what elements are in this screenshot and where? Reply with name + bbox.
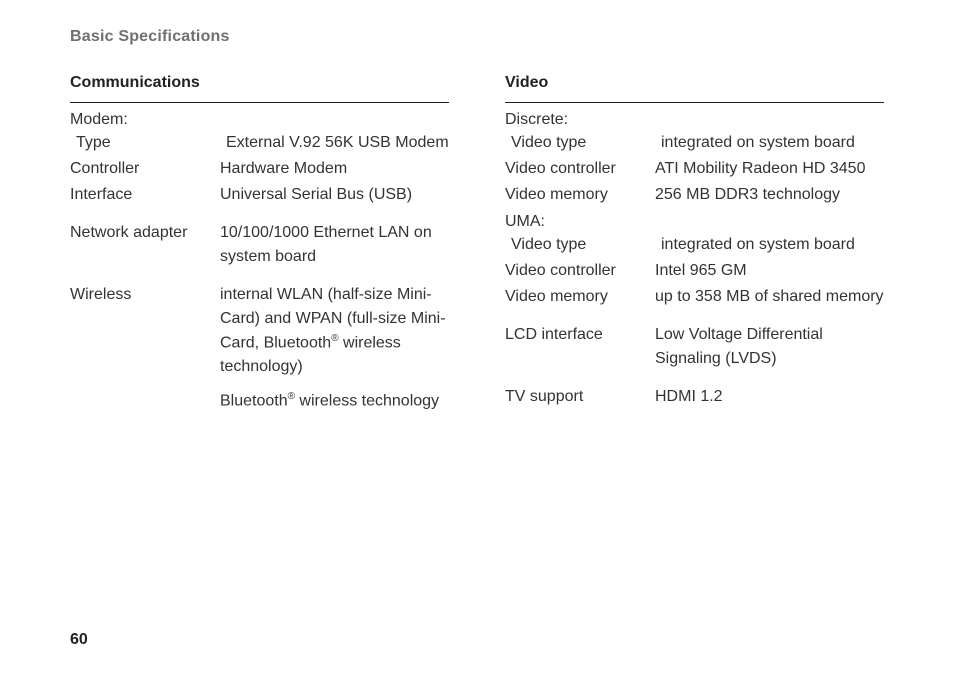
- discrete-controller-label: Video controller: [505, 157, 655, 181]
- modem-type-row: Type External V.92 56K USB Modem: [70, 131, 449, 155]
- tv-support-value: HDMI 1.2: [655, 385, 884, 409]
- uma-memory-value: up to 358 MB of shared memory: [655, 285, 884, 309]
- uma-memory-row: Video memory up to 358 MB of shared memo…: [505, 285, 884, 309]
- tv-support-label: TV support: [505, 385, 655, 409]
- discrete-memory-value: 256 MB DDR3 technology: [655, 183, 884, 207]
- wireless-value: internal WLAN (half-size Mini-Card) and …: [220, 283, 449, 379]
- modem-controller-label: Controller: [70, 157, 220, 181]
- modem-controller-row: Controller Hardware Modem: [70, 157, 449, 181]
- modem-interface-label: Interface: [70, 183, 220, 207]
- modem-interface-value: Universal Serial Bus (USB): [220, 183, 449, 207]
- wireless-row: Wireless internal WLAN (half-size Mini-C…: [70, 283, 449, 379]
- discrete-group-label: Discrete:: [505, 111, 884, 129]
- video-column: Video Discrete: Video type integrated on…: [505, 74, 884, 414]
- modem-interface-row: Interface Universal Serial Bus (USB): [70, 183, 449, 207]
- wireless-value-2: Bluetooth® wireless technology: [220, 389, 449, 413]
- page-number: 60: [70, 631, 88, 649]
- uma-controller-row: Video controller Intel 965 GM: [505, 259, 884, 283]
- network-adapter-row: Network adapter 10/100/1000 Ethernet LAN…: [70, 221, 449, 269]
- discrete-memory-label: Video memory: [505, 183, 655, 207]
- modem-type-value: External V.92 56K USB Modem: [226, 131, 449, 155]
- uma-group-label: UMA:: [505, 213, 884, 231]
- video-header: Video: [505, 74, 884, 103]
- uma-videotype-label: Video type: [505, 233, 661, 257]
- communications-column: Communications Modem: Type External V.92…: [70, 74, 449, 414]
- discrete-videotype-value: integrated on system board: [661, 131, 884, 155]
- discrete-memory-row: Video memory 256 MB DDR3 technology: [505, 183, 884, 207]
- discrete-controller-row: Video controller ATI Mobility Radeon HD …: [505, 157, 884, 181]
- modem-group-label: Modem:: [70, 111, 449, 129]
- communications-header: Communications: [70, 74, 449, 103]
- network-adapter-value: 10/100/1000 Ethernet LAN on system board: [220, 221, 449, 269]
- discrete-controller-value: ATI Mobility Radeon HD 3450: [655, 157, 884, 181]
- network-adapter-label: Network adapter: [70, 221, 220, 269]
- modem-type-label: Type: [70, 131, 226, 155]
- columns-wrapper: Communications Modem: Type External V.92…: [70, 74, 884, 414]
- page: Basic Specifications Communications Mode…: [0, 0, 954, 414]
- discrete-videotype-label: Video type: [505, 131, 661, 155]
- section-title: Basic Specifications: [70, 28, 884, 46]
- uma-controller-label: Video controller: [505, 259, 655, 283]
- lcd-interface-label: LCD interface: [505, 323, 655, 371]
- wireless-label: Wireless: [70, 283, 220, 379]
- uma-memory-label: Video memory: [505, 285, 655, 309]
- uma-videotype-row: Video type integrated on system board: [505, 233, 884, 257]
- uma-videotype-value: integrated on system board: [661, 233, 884, 257]
- lcd-interface-value: Low Voltage Differential Signaling (LVDS…: [655, 323, 884, 371]
- discrete-videotype-row: Video type integrated on system board: [505, 131, 884, 155]
- uma-controller-value: Intel 965 GM: [655, 259, 884, 283]
- modem-controller-value: Hardware Modem: [220, 157, 449, 181]
- lcd-interface-row: LCD interface Low Voltage Differential S…: [505, 323, 884, 371]
- tv-support-row: TV support HDMI 1.2: [505, 385, 884, 409]
